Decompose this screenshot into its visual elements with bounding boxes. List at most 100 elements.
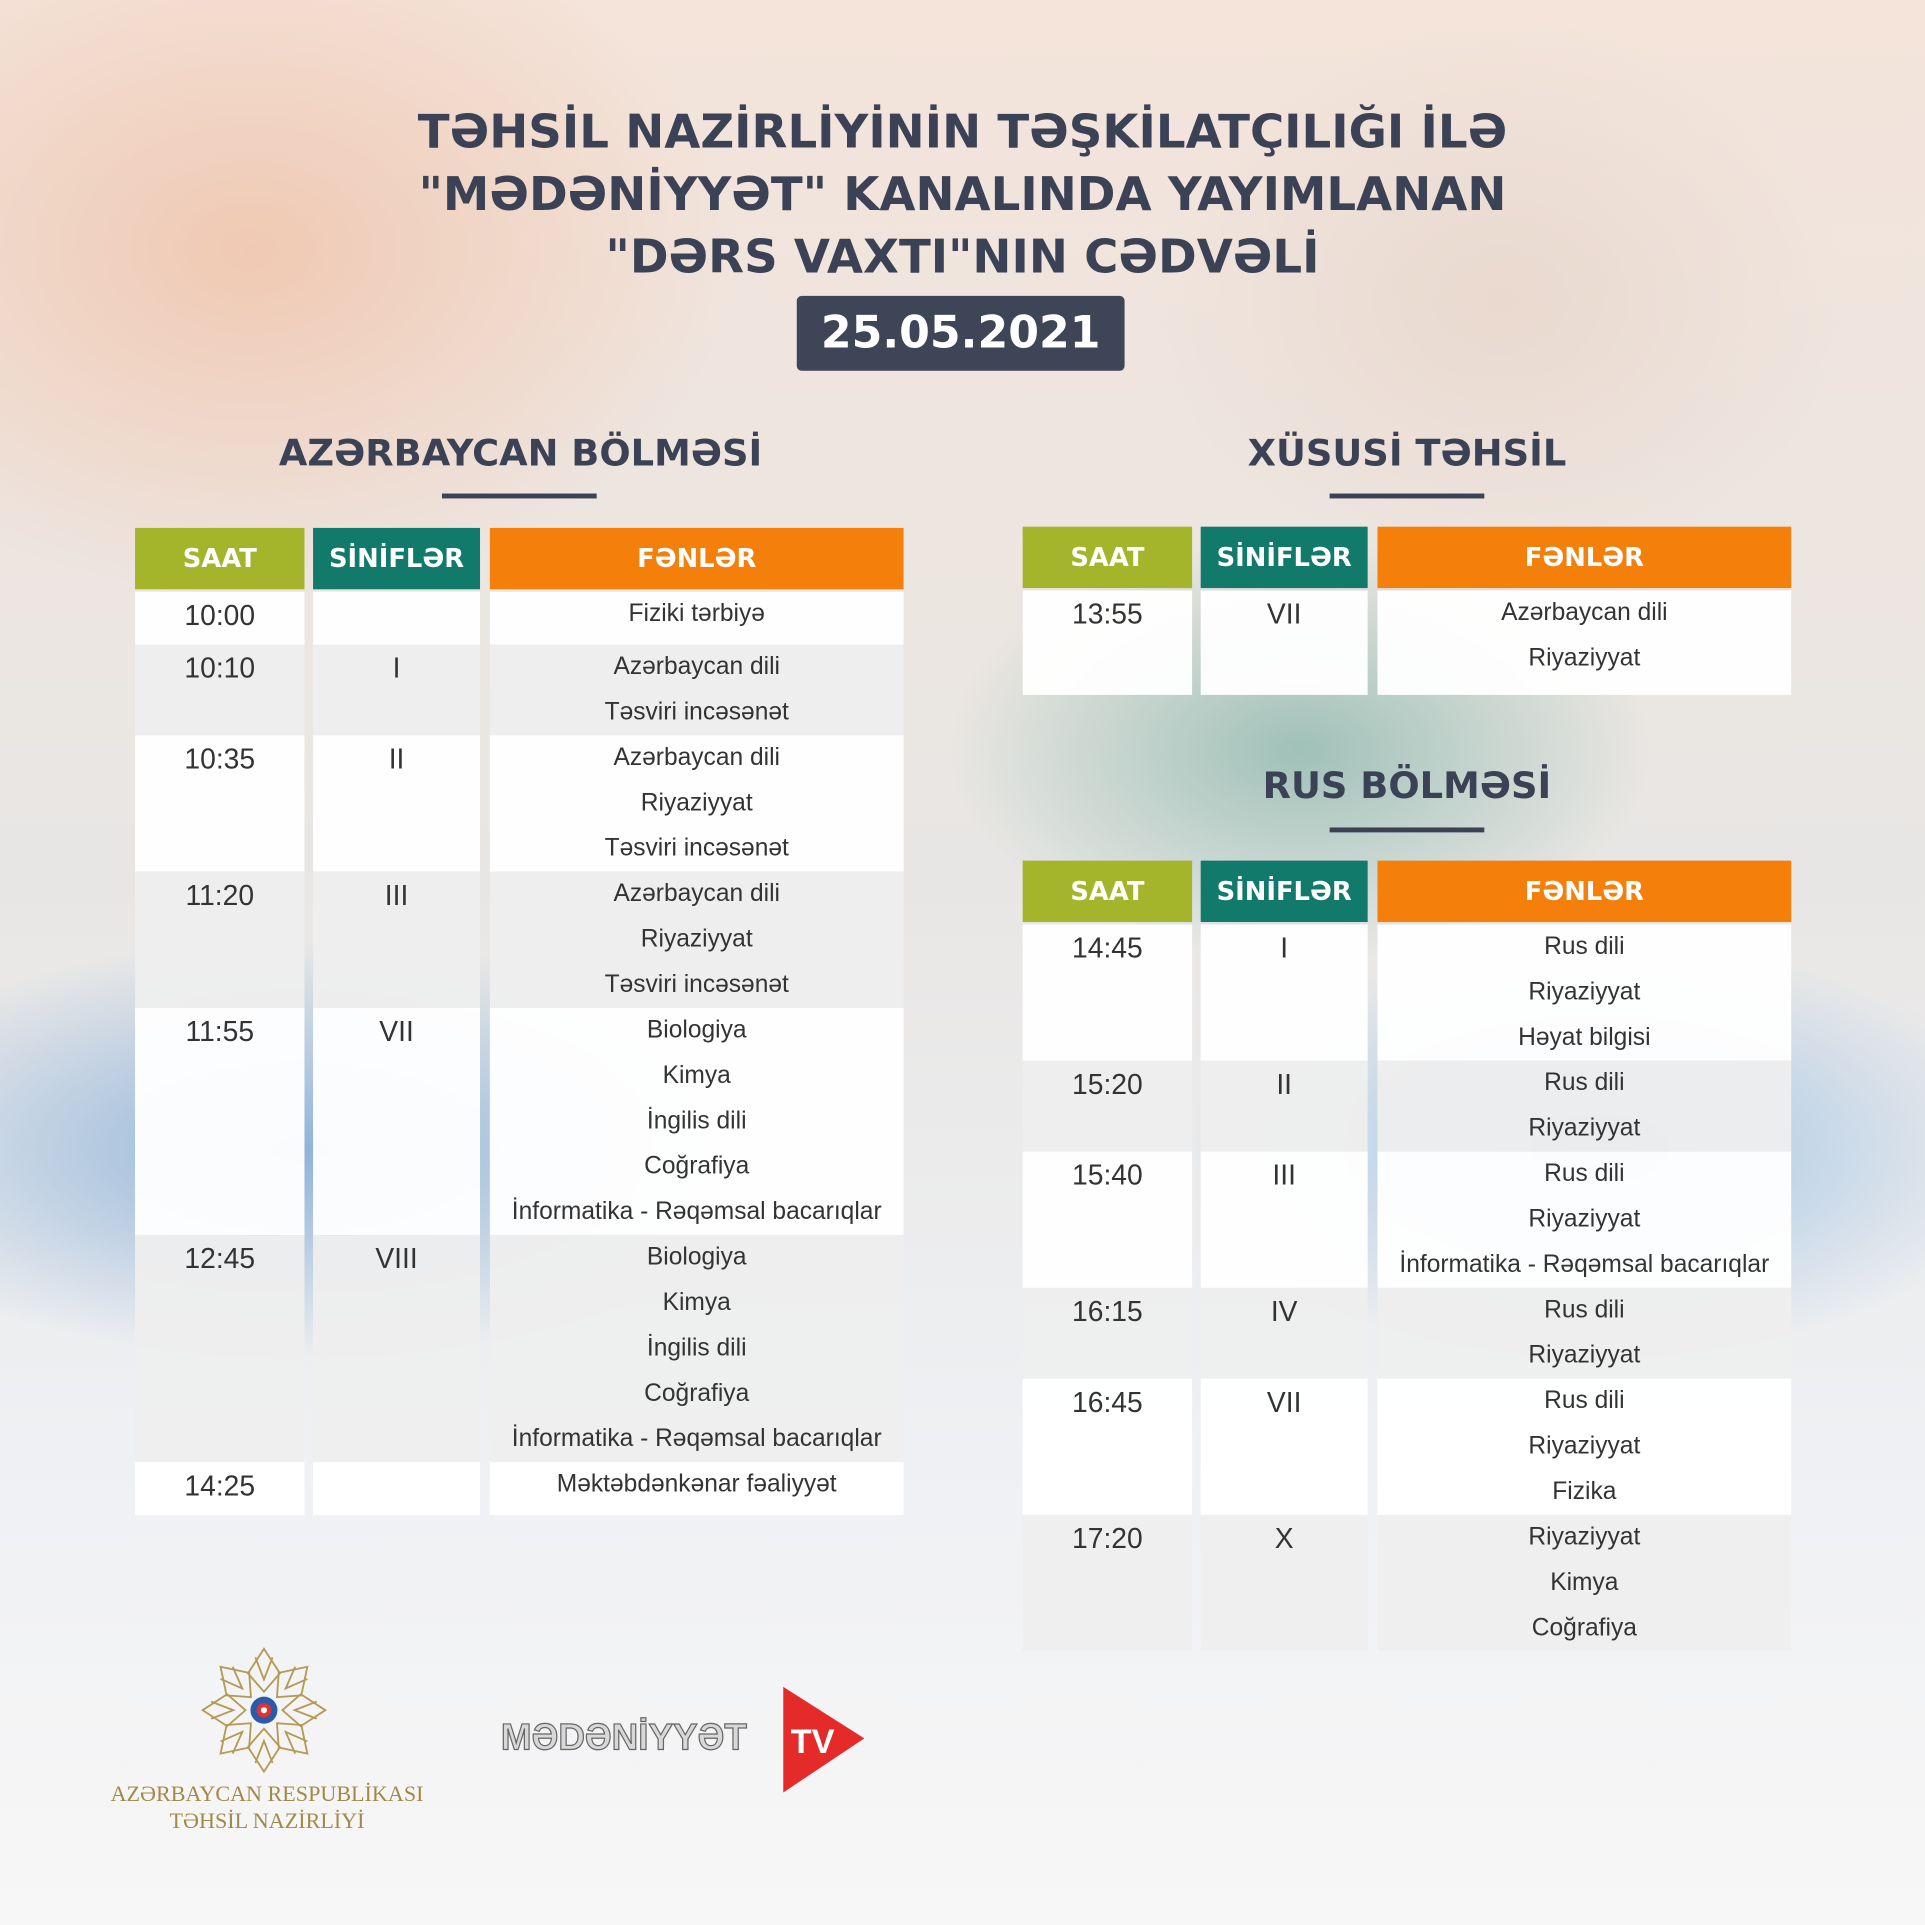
subject-item: Riyaziyyat [1528, 644, 1641, 672]
class-cell: VIII [313, 1235, 481, 1463]
subjects-cell: Rus dili Riyaziyyat [1377, 1060, 1792, 1152]
tv-logo-word: MƏDƏNİYYƏT [500, 1717, 747, 1759]
section-underline [441, 493, 597, 499]
subject-item: Riyaziyyat [640, 789, 753, 817]
subjects-cell: Rus dili Riyaziyyat İnformatika - Rəqəmsal… [1377, 1151, 1792, 1288]
subject-item: Biologiya [646, 1243, 747, 1271]
subject-item: Təsviri incəsənət [604, 834, 789, 862]
subject-item: Rus dili [1544, 1160, 1625, 1188]
section-title-azerbaijani: AZƏRBAYCAN BÖLMƏSİ [278, 432, 763, 476]
play-triangle-icon: TV [783, 1686, 865, 1793]
time-cell: 11:55 [135, 1007, 305, 1236]
time-cell: 10:35 [135, 735, 305, 872]
time-cell: 14:25 [135, 1462, 305, 1515]
subject-item: Riyaziyyat [1528, 1432, 1641, 1460]
table-row: 12:45 VIII Biologiya Kimya İngilis dili Coğra… [135, 1235, 904, 1463]
subject-item: Riyaziyyat [1528, 978, 1641, 1006]
column-header-time: SAAT [135, 527, 305, 590]
subjects-cell: Biologiya Kimya İngilis dili Coğrafiya İnfor… [489, 1007, 904, 1236]
subjects-cell: Azərbaycan dili Riyaziyyat Təsviri incəsən… [489, 735, 904, 872]
date-badge: 25.05.2021 [796, 295, 1125, 371]
title-line: "MƏDƏNİYYƏT" KANALINDA YAYIMLANAN [418, 166, 1507, 221]
ministry-line: AZƏRBAYCAN RESPUBLİKASI [110, 1781, 424, 1806]
ministry-line: TƏHSİL NAZİRLİYİ [169, 1808, 365, 1833]
time-cell: 15:40 [1022, 1151, 1193, 1288]
subject-item: İnformatika - Rəqəmsal bacarıqlar [511, 1198, 882, 1226]
subjects-cell: Rus dili Riyaziyyat [1377, 1287, 1792, 1379]
ministry-emblem-icon [201, 1647, 327, 1773]
subjects-cell: Fiziki tərbiyə [489, 591, 904, 645]
subject-item: Həyat bilgisi [1518, 1023, 1651, 1051]
subject-item: Rus dili [1544, 933, 1625, 961]
table-row: 13:55 VII Azərbaycan dili Riyaziyyat [1022, 590, 1792, 695]
subject-item: Fiziki tərbiyə [628, 600, 765, 628]
subject-item: Fizika [1552, 1478, 1617, 1506]
subject-item: Coğrafiya [1531, 1614, 1637, 1642]
time-cell: 16:45 [1022, 1378, 1193, 1515]
class-cell: I [1200, 924, 1368, 1061]
subject-item: Riyaziyyat [640, 925, 753, 953]
time-cell: 11:20 [135, 871, 305, 1008]
time-cell: 17:20 [1022, 1514, 1193, 1652]
subject-item: İnformatika - Rəqəmsal bacarıqlar [511, 1425, 882, 1453]
ministry-name: AZƏRBAYCAN RESPUBLİKASI TƏHSİL NAZİRLİYİ [74, 1780, 461, 1834]
class-cell: VII [1200, 1378, 1368, 1515]
section-underline [1329, 827, 1485, 833]
title-line: TƏHSİL NAZİRLİYİNİN TƏŞKİLATÇILIĞI İLƏ [417, 104, 1508, 159]
column-header-classes: SİNİFLƏR [313, 527, 481, 590]
table-row: 14:45 I Rus dili Riyaziyyat Həyat bilgisi [1022, 924, 1792, 1061]
table-row: 16:15 IV Rus dili Riyaziyyat [1022, 1287, 1792, 1379]
subjects-cell: Azərbaycan dili Təsviri incəsənət [489, 644, 904, 736]
column-header-time: SAAT [1022, 860, 1193, 923]
column-header-subjects: FƏNLƏR [489, 527, 904, 590]
subject-item: Kimya [662, 1289, 731, 1317]
section-title-russian: RUS BÖLMƏSİ [1262, 764, 1552, 808]
class-cell: I [313, 644, 481, 736]
table-row: 16:45 VII Rus dili Riyaziyyat Fizika [1022, 1378, 1792, 1515]
class-cell: IV [1200, 1287, 1368, 1379]
class-cell: II [1200, 1060, 1368, 1152]
time-cell: 14:45 [1022, 924, 1193, 1061]
subjects-cell: Məktəbdənkənar fəaliyyət [489, 1462, 904, 1515]
column-header-classes: SİNİFLƏR [1200, 526, 1368, 589]
subject-item: Coğrafiya [644, 1152, 750, 1180]
time-cell: 12:45 [135, 1235, 305, 1463]
table-row: 15:40 III Rus dili Riyaziyyat İnformatika - … [1022, 1151, 1792, 1288]
subject-item: Riyaziyyat [1528, 1114, 1641, 1142]
subject-item: Kimya [1550, 1569, 1619, 1597]
time-cell: 10:10 [135, 644, 305, 736]
time-cell: 13:55 [1022, 590, 1193, 695]
class-cell [313, 1462, 481, 1515]
subject-item: Təsviri incəsənət [604, 971, 789, 999]
subject-item: Azərbaycan dili [613, 880, 780, 908]
table-row: 15:20 II Rus dili Riyaziyyat [1022, 1060, 1792, 1152]
subject-item: İngilis dili [646, 1107, 747, 1135]
subject-item: Məktəbdənkənar fəaliyyət [556, 1470, 837, 1498]
medeniyyet-tv-logo: MƏDƏNİYYƏT TV [500, 1684, 869, 1794]
class-cell: VII [313, 1007, 481, 1236]
table-row: 11:20 III Azərbaycan dili Riyaziyyat Təsviri… [135, 871, 904, 1008]
subject-item: Azərbaycan dili [1501, 599, 1668, 627]
section-title-special: XÜSUSİ TƏHSİL [1247, 432, 1567, 476]
section-underline [1329, 493, 1485, 499]
table-row: 10:00 Fiziki tərbiyə [135, 591, 904, 645]
subject-item: Rus dili [1544, 1296, 1625, 1324]
class-cell: III [1200, 1151, 1368, 1288]
subject-item: Riyaziyyat [1528, 1523, 1641, 1551]
class-cell: VII [1200, 590, 1368, 695]
subject-item: Coğrafiya [644, 1379, 750, 1407]
column-header-subjects: FƏNLƏR [1377, 526, 1792, 589]
subjects-cell: Biologiya Kimya İngilis dili Coğrafiya İnfor… [489, 1235, 904, 1463]
subjects-cell: Azərbaycan dili Riyaziyyat Təsviri incəsən… [489, 871, 904, 1008]
subjects-cell: Rus dili Riyaziyyat Fizika [1377, 1378, 1792, 1515]
table-row: 10:10 I Azərbaycan dili Təsviri incəsənət [135, 644, 904, 736]
table-row: 14:25 Məktəbdənkənar fəaliyyət [135, 1462, 904, 1515]
table-row: 17:20 X Riyaziyyat Kimya Coğrafiya [1022, 1514, 1792, 1652]
page-title: TƏHSİL NAZİRLİYİNİN TƏŞKİLATÇILIĞI İLƏ "… [0, 101, 1925, 289]
title-line: "DƏRS VAXTI"NIN CƏDVƏLİ [605, 229, 1320, 284]
subject-item: Riyaziyyat [1528, 1205, 1641, 1233]
subject-item: Rus dili [1544, 1387, 1625, 1415]
subject-item: Biologiya [646, 1016, 747, 1044]
subjects-cell: Rus dili Riyaziyyat Həyat bilgisi [1377, 924, 1792, 1061]
column-header-subjects: FƏNLƏR [1377, 860, 1792, 923]
